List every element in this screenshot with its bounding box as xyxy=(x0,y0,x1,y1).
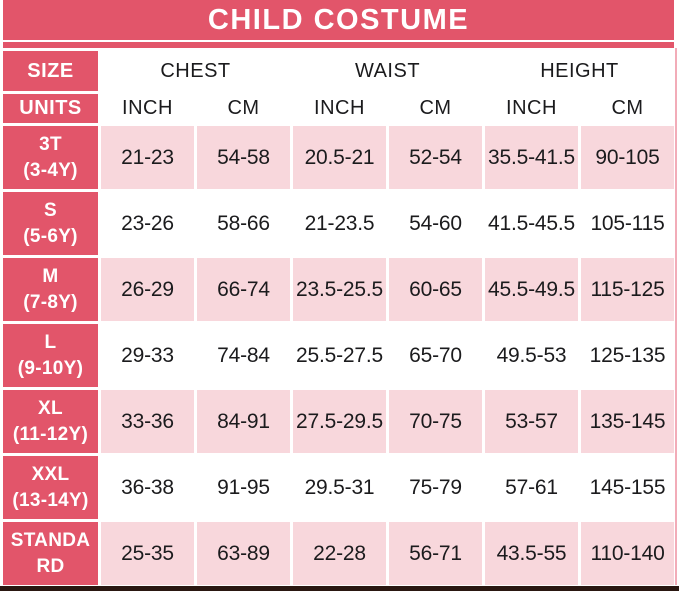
unit-cell-height-cm: CM xyxy=(611,97,644,119)
size-name: S xyxy=(44,200,57,222)
size-row-label: 3T (3-4Y) xyxy=(3,126,98,189)
chart-title-bar: CHILD COSTUME xyxy=(3,0,674,40)
size-value-cell: 29.5-31 xyxy=(304,475,375,499)
size-value-cell: 23.5-25.5 xyxy=(293,258,386,321)
size-value-cell: 26-29 xyxy=(101,258,194,321)
chart-wrap: CHILD COSTUME SIZE CHEST WAIST HEIGHT UN… xyxy=(3,0,674,585)
size-value-cell: 20.5-21 xyxy=(293,126,386,189)
size-value-cell: 91-95 xyxy=(217,475,270,499)
size-value-cell: 135-145 xyxy=(581,390,674,453)
unit-cell-waist-cm: CM xyxy=(419,97,452,119)
size-value-cell: 29-33 xyxy=(121,343,174,367)
unit-cell-chest-inch: INCH xyxy=(122,97,173,119)
size-value-cell: 74-84 xyxy=(217,343,270,367)
size-row-label: M (7-8Y) xyxy=(3,258,98,321)
chest-header-label: CHEST xyxy=(160,59,231,82)
size-row-label: XL (11-12Y) xyxy=(3,390,98,453)
size-value-cell: 54-60 xyxy=(409,211,462,235)
size-value-cell: 43.5-55 xyxy=(485,522,578,585)
height-header-label: HEIGHT xyxy=(540,59,619,82)
size-name: XL xyxy=(38,398,63,420)
height-header-cell: HEIGHT xyxy=(485,51,674,91)
size-value-cell: 52-54 xyxy=(389,126,482,189)
size-value-cell: 45.5-49.5 xyxy=(485,258,578,321)
title-divider-strip xyxy=(3,42,674,48)
size-value-cell: 58-66 xyxy=(217,211,270,235)
size-header-cell: SIZE xyxy=(3,51,98,91)
size-value-cell: 49.5-53 xyxy=(496,343,567,367)
waist-header-label: WAIST xyxy=(354,59,421,82)
size-value-cell: 21-23 xyxy=(101,126,194,189)
size-value-cell: 36-38 xyxy=(121,475,174,499)
size-row-label: L (9-10Y) xyxy=(3,324,98,387)
size-age-range: (11-12Y) xyxy=(12,423,89,445)
size-age-range: (13-14Y) xyxy=(12,489,89,511)
size-value-cell: 115-125 xyxy=(581,258,674,321)
size-value-cell: 57-61 xyxy=(505,475,558,499)
unit-cell-height-inch: INCH xyxy=(506,97,557,119)
size-value-cell: 21-23.5 xyxy=(304,211,375,235)
size-value-cell: 65-70 xyxy=(409,343,462,367)
size-value-cell: 60-65 xyxy=(389,258,482,321)
bottom-border-line xyxy=(0,586,679,591)
size-value-cell: 53-57 xyxy=(485,390,578,453)
unit-cell-waist-inch: INCH xyxy=(314,97,365,119)
size-value-cell: 66-74 xyxy=(197,258,290,321)
size-value-cell: 75-79 xyxy=(409,475,462,499)
size-value-cell: 23-26 xyxy=(121,211,174,235)
size-value-cell: 63-89 xyxy=(197,522,290,585)
size-row-label: STANDARD xyxy=(3,522,98,585)
chest-header-cell: CHEST xyxy=(101,51,290,91)
size-value-cell: 41.5-45.5 xyxy=(488,211,575,235)
size-value-cell: 90-105 xyxy=(581,126,674,189)
size-value-cell: 22-28 xyxy=(293,522,386,585)
units-header-label: UNITS xyxy=(19,97,82,119)
size-age-range: (3-4Y) xyxy=(23,159,78,181)
size-name: 3T xyxy=(39,134,62,156)
size-name: STANDARD xyxy=(10,530,91,577)
size-value-cell: 84-91 xyxy=(197,390,290,453)
size-name: M xyxy=(42,266,59,288)
size-value-cell: 70-75 xyxy=(389,390,482,453)
size-name: L xyxy=(44,332,57,354)
size-name: XXL xyxy=(31,464,70,486)
size-value-cell: 110-140 xyxy=(581,522,674,585)
size-value-cell: 145-155 xyxy=(589,475,666,499)
size-row-label: XXL (13-14Y) xyxy=(3,456,98,519)
size-value-cell: 125-135 xyxy=(589,343,666,367)
size-age-range: (7-8Y) xyxy=(23,291,78,313)
size-age-range: (9-10Y) xyxy=(17,357,84,379)
size-row-label: S (5-6Y) xyxy=(3,192,98,255)
size-value-cell: 27.5-29.5 xyxy=(293,390,386,453)
size-header-label: SIZE xyxy=(27,59,74,82)
size-value-cell: 56-71 xyxy=(389,522,482,585)
size-value-cell: 35.5-41.5 xyxy=(485,126,578,189)
waist-header-cell: WAIST xyxy=(293,51,482,91)
chart-title: CHILD COSTUME xyxy=(207,3,470,36)
size-value-cell: 33-36 xyxy=(101,390,194,453)
size-value-cell: 54-58 xyxy=(197,126,290,189)
units-header-cell: UNITS xyxy=(3,94,98,123)
size-table-grid: SIZE CHEST WAIST HEIGHT UNITS INCH CM IN… xyxy=(3,51,674,585)
table-right-border-line xyxy=(675,48,677,585)
size-age-range: (5-6Y) xyxy=(23,225,78,247)
size-value-cell: 105-115 xyxy=(590,211,665,235)
size-value-cell: 25-35 xyxy=(101,522,194,585)
size-value-cell: 25.5-27.5 xyxy=(296,343,383,367)
unit-cell-chest-cm: CM xyxy=(227,97,260,119)
